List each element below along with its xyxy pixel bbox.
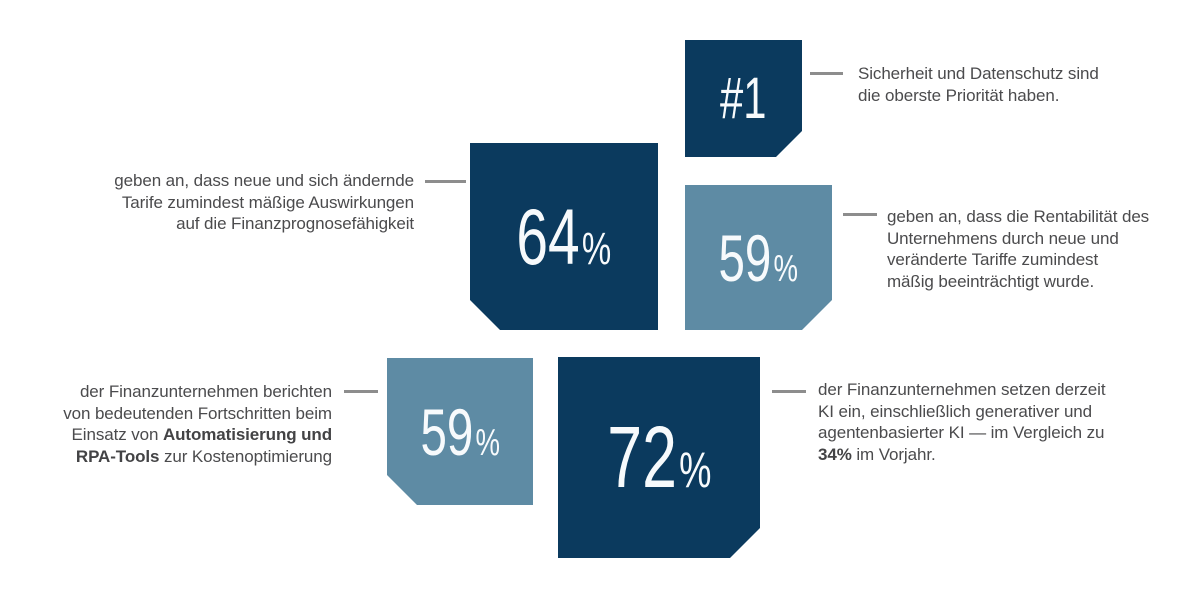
label-line: Unternehmens durch neue und [887, 228, 1119, 248]
label-line: Sicherheit und Datenschutz sind [858, 64, 1099, 83]
label-line: KI ein, einschließlich generativer und [818, 401, 1093, 421]
label-line: Tarife zumindest mäßige Auswirkungen [121, 192, 414, 212]
label-line: agentenbasierter KI — im Vergleich zu [818, 423, 1105, 443]
percent-sign: % [773, 246, 799, 290]
bold-text: 34% [818, 445, 852, 465]
stat-number: 59 [718, 220, 772, 295]
stat-label-ai: der Finanzunternehmen setzen derzeit KI … [818, 379, 1133, 466]
connector-line-ai [772, 390, 806, 393]
stat-box-rpa-59: 59% [387, 358, 533, 505]
stat-box-profit-59: 59% [685, 185, 832, 330]
stat-number: 59 [420, 394, 474, 469]
bold-text: Automatisierung und [162, 425, 332, 445]
rank-number: #1 [720, 65, 767, 131]
connector-line-tariffs [425, 180, 466, 183]
stat-label-tariffs: geben an, dass neue und sich ändernde Ta… [98, 170, 414, 235]
stat-value-59-rpa: 59% [420, 399, 500, 465]
label-line: der Finanzunternehmen berichten [79, 382, 332, 401]
label-line: auf die Finanzprognosefähigkeit [176, 214, 414, 234]
percent-sign: % [475, 420, 500, 464]
stat-box-ai-72: 72% [558, 357, 760, 558]
stat-number: 72 [606, 409, 677, 506]
label-line: veränderte Tariffe zumindest [887, 250, 1099, 270]
stat-value-72: 72% [607, 414, 711, 501]
label-line: von bedeutenden Fortschritten beim [63, 403, 332, 423]
stat-label-rpa: der Finanzunternehmen berichten von bede… [40, 381, 332, 468]
label-line: 34% im Vorjahr. [818, 445, 936, 465]
connector-line-profit [843, 213, 877, 216]
percent-sign: % [582, 223, 612, 274]
connector-line-rpa [344, 390, 378, 393]
percent-sign: % [678, 441, 712, 498]
stat-box-rank: #1 [685, 40, 802, 157]
label-line: geben an, dass neue und sich ändernde [114, 171, 414, 190]
stat-number: 64 [516, 192, 580, 281]
label-line: der Finanzunternehmen setzen derzeit [818, 380, 1106, 399]
label-line: RPA-Tools zur Kostenoptimierung [75, 447, 332, 467]
label-line: Einsatz von Automatisierung und [71, 425, 333, 445]
stat-value-64: 64% [517, 197, 612, 276]
stat-label-profit: geben an, dass die Rentabilität des Unte… [887, 206, 1172, 293]
stat-value-rank: #1 [720, 70, 766, 128]
label-line: mäßig beeinträchtigt wurde. [887, 272, 1095, 292]
connector-line-rank [810, 72, 843, 75]
label-line: geben an, dass die Rentabilität des [887, 207, 1150, 226]
bold-text: RPA-Tools [75, 447, 160, 467]
label-line: die oberste Priorität haben. [858, 85, 1060, 105]
stat-box-tariffs-64: 64% [470, 143, 658, 330]
stat-label-rank: Sicherheit und Datenschutz sind die ober… [858, 63, 1128, 106]
stat-value-59-profit: 59% [719, 225, 799, 291]
